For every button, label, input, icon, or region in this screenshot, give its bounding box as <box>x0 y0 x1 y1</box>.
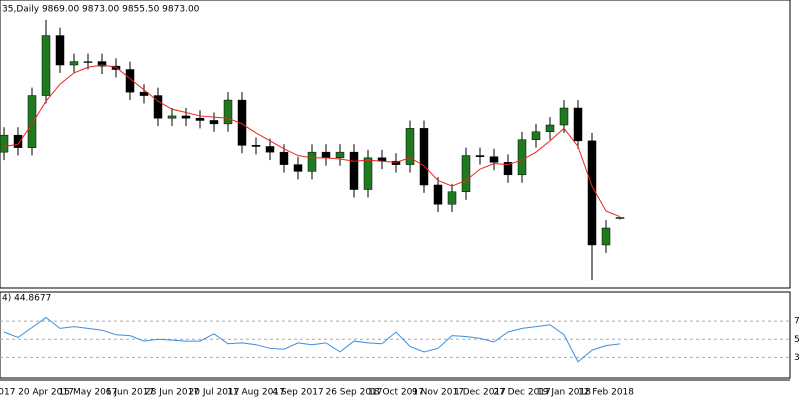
candle-body <box>251 145 261 147</box>
x-tick-label: 6 Jun 2017 <box>106 388 154 398</box>
rsi-pane <box>0 291 791 379</box>
candle-body <box>489 156 499 163</box>
x-tick-label: 9 Nov 2017 <box>412 388 464 398</box>
candle-body <box>545 124 555 133</box>
candle-body <box>265 146 275 153</box>
x-tick-label: 18 Oct 2017 <box>368 388 424 398</box>
x-tick-label: 26 Sep 2017 <box>325 388 382 398</box>
x-tick-label: 15 May 2017 <box>59 388 118 398</box>
candle-body <box>97 61 107 67</box>
y-tick-label: 70 <box>794 317 800 327</box>
candle-body <box>223 99 233 125</box>
y-tick-label: 30 <box>794 353 800 363</box>
candle-body <box>461 155 471 193</box>
candle-body <box>559 107 569 126</box>
x-tick-label: 20 Jul 2017 <box>189 388 240 398</box>
x-tick-label: 27 Dec 2017 <box>493 388 551 398</box>
candle-body <box>433 184 443 205</box>
candle-body <box>419 128 429 186</box>
candle-body <box>181 115 191 119</box>
candle-body <box>195 117 205 121</box>
x-tick-label: 20 Apr 2017 <box>18 388 74 398</box>
candle-body <box>531 131 541 140</box>
candle-body <box>601 227 611 246</box>
candle-body <box>335 151 345 159</box>
candle-body <box>125 69 135 93</box>
candle-body <box>503 162 513 176</box>
main-pane <box>0 0 791 289</box>
candle-body <box>13 134 23 148</box>
candle-body <box>27 95 37 148</box>
candle-body <box>153 95 163 119</box>
candle-body <box>615 217 625 219</box>
rsi-line <box>3 316 621 363</box>
rsi-header: 4) 44.8677 <box>2 294 51 304</box>
candle-body <box>139 91 149 96</box>
candle-body <box>69 61 79 66</box>
candle-body <box>279 151 289 165</box>
candle-body <box>349 151 359 190</box>
candle-body <box>321 151 331 159</box>
x-tick-label: 19 Jan 2018 <box>537 388 591 398</box>
candle-body <box>209 120 219 125</box>
candle-body <box>293 164 303 172</box>
moving-average <box>3 64 621 218</box>
candle-body <box>587 140 597 246</box>
candle-body <box>391 160 401 165</box>
candle-body <box>405 128 415 165</box>
y-tick-label: 50 <box>794 335 800 345</box>
candle-body <box>447 191 457 205</box>
candle-body <box>517 139 527 176</box>
candle-body <box>55 35 65 66</box>
x-tick-label: 2017 <box>0 388 15 398</box>
candle-body <box>573 107 583 142</box>
candle-body <box>475 155 485 157</box>
x-tick-label: 11 Aug 2017 <box>227 388 285 398</box>
candle-body <box>41 35 51 96</box>
x-tick-label: 28 Jun 2017 <box>145 388 199 398</box>
symbol-header: 35,Daily 9869.00 9873.00 9855.50 9873.00 <box>2 5 200 15</box>
candle-body <box>307 151 317 172</box>
candle-body <box>167 115 177 119</box>
candle-body <box>363 157 373 190</box>
candle-body <box>0 134 9 153</box>
x-tick-label: 4 Sep 2017 <box>272 388 323 398</box>
x-tick-label: 1 Dec 2017 <box>454 388 506 398</box>
x-tick-label: 12 Feb 2018 <box>578 388 634 398</box>
candle-body <box>83 61 93 63</box>
